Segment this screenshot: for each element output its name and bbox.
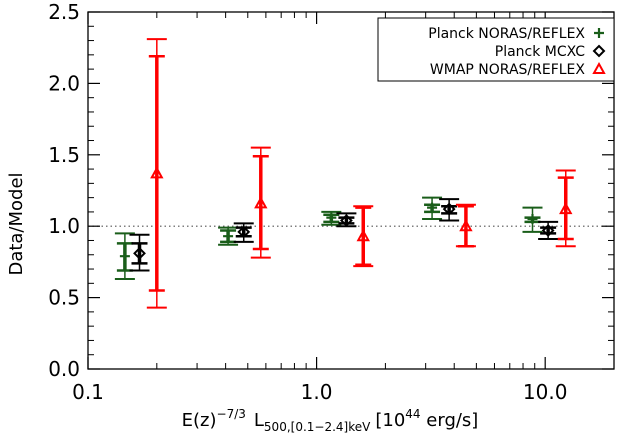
x-axis-title-unit-sup: 44 bbox=[405, 407, 420, 421]
data-point-marker bbox=[133, 246, 146, 260]
data-point-marker bbox=[339, 214, 353, 227]
y-tick-label: 1.0 bbox=[48, 214, 80, 238]
legend-box bbox=[377, 17, 615, 82]
x-axis-title-main: L bbox=[254, 410, 264, 431]
legend-markers bbox=[592, 28, 606, 74]
legend: Planck NORAS/REFLEX Planck MCXC WMAP NOR… bbox=[377, 17, 615, 82]
data-point-marker bbox=[541, 224, 555, 237]
legend-label-planck-mcxc: Planck MCXC bbox=[495, 44, 585, 60]
data-point-marker bbox=[237, 225, 251, 239]
x-tick-label: 0.1 bbox=[72, 380, 104, 404]
x-axis-title-unit-close: erg/s] bbox=[421, 410, 479, 431]
data-point-marker bbox=[150, 166, 164, 179]
data-point-marker bbox=[356, 229, 370, 242]
x-tick-label: 10.0 bbox=[523, 380, 568, 404]
x-axis-title-prefix-sup: −7/3 bbox=[217, 407, 246, 421]
axis-ticks: 0.0 0.5 1.0 1.5 2.0 2.5 0.1 1.0 10.0 bbox=[48, 0, 615, 404]
data-point-marker bbox=[559, 202, 573, 215]
data-point-marker bbox=[527, 214, 538, 225]
x-axis-title-main-sub: 500,[0.1−2.4]keV bbox=[264, 420, 371, 434]
legend-marker-triangle bbox=[592, 61, 606, 74]
data-point-marker bbox=[442, 202, 456, 216]
data-point-marker bbox=[459, 219, 473, 232]
data-point-marker bbox=[254, 196, 268, 209]
y-tick-label: 0.5 bbox=[48, 286, 80, 310]
series-2 bbox=[146, 38, 576, 309]
series-1 bbox=[129, 198, 559, 272]
data-point-marker bbox=[119, 251, 130, 262]
series-0 bbox=[114, 196, 543, 281]
y-axis-title: Data/Model bbox=[6, 172, 27, 275]
legend-marker-diamond bbox=[592, 44, 606, 58]
y-tick-label: 2.5 bbox=[48, 0, 80, 24]
y-tick-label: 0.0 bbox=[48, 357, 80, 381]
y-tick-label: 2.0 bbox=[48, 71, 80, 95]
x-axis-title-unit-open: [10 bbox=[375, 410, 405, 431]
y-tick-label: 1.5 bbox=[48, 143, 80, 167]
data-point-marker bbox=[326, 212, 337, 223]
plot-frame bbox=[87, 11, 615, 370]
x-tick-label: 1.0 bbox=[301, 380, 333, 404]
x-axis-title-prefix: E(z) bbox=[182, 410, 217, 431]
data-point-marker bbox=[223, 231, 234, 242]
data-points bbox=[114, 38, 576, 309]
legend-marker-plus bbox=[594, 28, 604, 38]
legend-label-planck-noras: Planck NORAS/REFLEX bbox=[428, 26, 585, 42]
legend-label-wmap-noras: WMAP NORAS/REFLEX bbox=[430, 62, 585, 78]
data-point-marker bbox=[427, 202, 438, 213]
x-axis-title: E(z)−7/3 L500,[0.1−2.4]keV [1044 erg/s] bbox=[182, 407, 479, 434]
